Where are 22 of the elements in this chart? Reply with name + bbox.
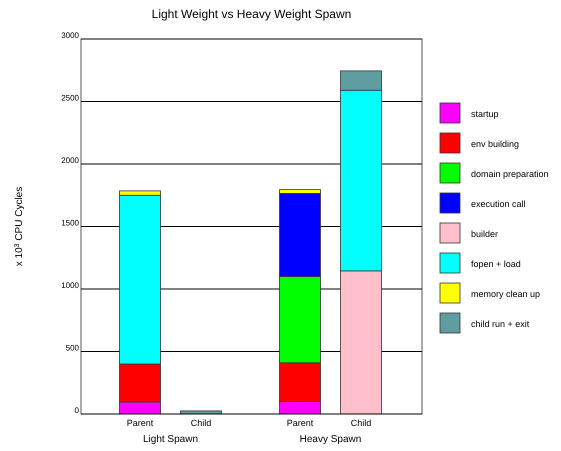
legend-label: execution call (471, 199, 526, 209)
y-tick-label: 2000 (61, 156, 80, 165)
x-tick-label: Child (190, 418, 212, 428)
x-tick-label: Parent (286, 418, 314, 428)
y-tick-label: 2500 (61, 94, 80, 102)
legend-label: memory clean up (471, 289, 540, 299)
x-tick-label: Parent (126, 418, 154, 428)
x-tick-label: Child (350, 418, 372, 428)
legend-label: startup (471, 109, 499, 119)
y-tick-label: 0 (74, 406, 80, 415)
legend-label: env building (471, 139, 520, 149)
legend-label: child run + exit (471, 319, 530, 329)
legend-label: domain preparation (471, 169, 549, 179)
y-tick-label: 1500 (61, 218, 80, 228)
legend-label: builder (471, 229, 498, 239)
text: Heavy Spawn (300, 434, 362, 445)
y-tick-label: 500 (66, 344, 80, 352)
y-tick-label: 1000 (61, 281, 80, 290)
text: Light Spawn (142, 434, 198, 445)
chart-title: Light Weight vs Heavy Weight Spawn (152, 7, 352, 21)
y-tick-label: 3000 (61, 31, 80, 40)
legend-label: fopen + load (471, 259, 521, 269)
